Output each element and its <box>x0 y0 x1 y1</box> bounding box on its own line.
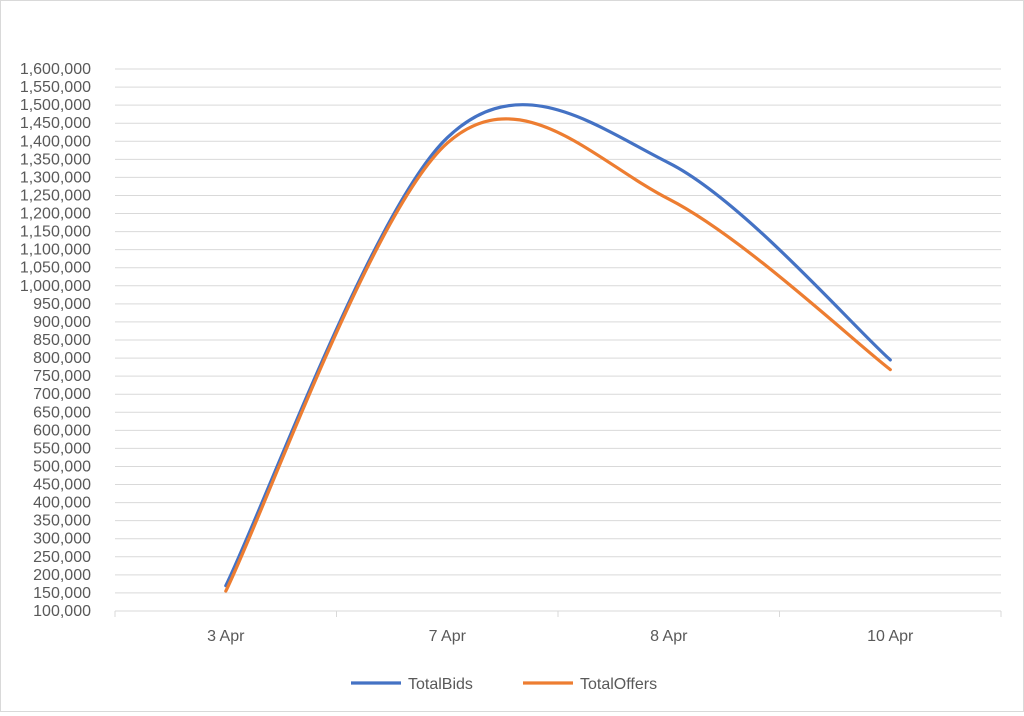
y-tick-label: 1,550,000 <box>20 79 91 96</box>
y-tick-label: 550,000 <box>33 440 91 457</box>
y-tick-label: 650,000 <box>33 404 91 421</box>
legend-label-totaloffers: TotalOffers <box>580 676 657 693</box>
y-tick-label: 1,250,000 <box>20 187 91 204</box>
y-tick-label: 200,000 <box>33 567 91 584</box>
series-line-totalbids <box>226 105 891 586</box>
y-tick-label: 1,100,000 <box>20 242 91 259</box>
y-tick-label: 850,000 <box>33 332 91 349</box>
y-tick-label: 450,000 <box>33 477 91 494</box>
y-tick-label: 250,000 <box>33 549 91 566</box>
x-tick-label: 3 Apr <box>207 628 245 645</box>
y-tick-label: 1,150,000 <box>20 224 91 241</box>
y-tick-label: 600,000 <box>33 422 91 439</box>
y-tick-label: 1,200,000 <box>20 206 91 223</box>
x-axis: 3 Apr 7 Apr 8 Apr 10 Apr <box>115 611 1001 645</box>
x-tick-label: 8 Apr <box>650 628 688 645</box>
legend-label-totalbids: TotalBids <box>408 676 473 693</box>
y-tick-label: 1,000,000 <box>20 278 91 295</box>
y-tick-label: 350,000 <box>33 513 91 530</box>
y-tick-label: 1,300,000 <box>20 169 91 186</box>
x-tick-label: 7 Apr <box>429 628 467 645</box>
y-tick-label: 700,000 <box>33 386 91 403</box>
y-tick-label: 1,500,000 <box>20 97 91 114</box>
y-tick-label: 750,000 <box>33 368 91 385</box>
y-tick-label: 1,400,000 <box>20 133 91 150</box>
gridlines <box>115 69 1001 593</box>
y-axis: 100,000150,000200,000250,000300,000350,0… <box>20 61 91 620</box>
legend: TotalBids TotalOffers <box>351 676 657 693</box>
y-tick-label: 400,000 <box>33 495 91 512</box>
y-tick-label: 1,050,000 <box>20 260 91 277</box>
y-tick-label: 800,000 <box>33 350 91 367</box>
y-tick-label: 150,000 <box>33 585 91 602</box>
x-tick-label: 10 Apr <box>867 628 914 645</box>
y-tick-label: 1,450,000 <box>20 115 91 132</box>
y-tick-label: 900,000 <box>33 314 91 331</box>
y-tick-label: 1,350,000 <box>20 151 91 168</box>
y-tick-label: 1,600,000 <box>20 61 91 78</box>
y-tick-label: 500,000 <box>33 458 91 475</box>
y-tick-label: 100,000 <box>33 603 91 620</box>
y-tick-label: 300,000 <box>33 531 91 548</box>
y-tick-label: 950,000 <box>33 296 91 313</box>
